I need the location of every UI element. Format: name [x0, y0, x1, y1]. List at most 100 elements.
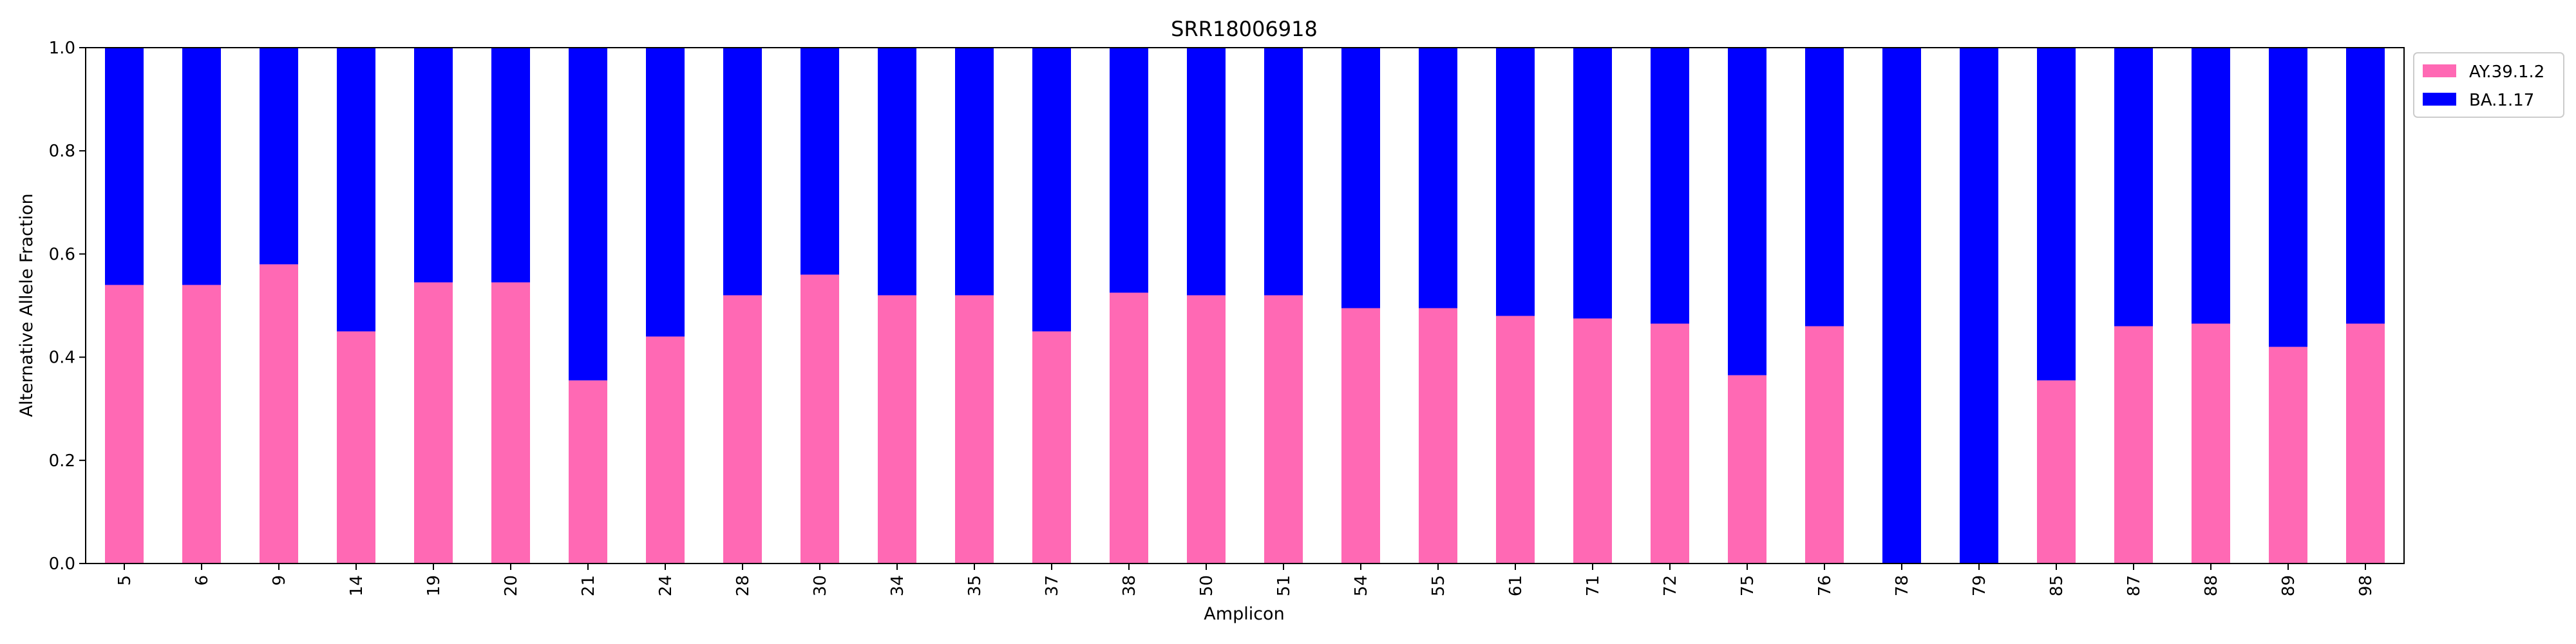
bar-ay-39-1-2-61 [1496, 316, 1535, 564]
x-tick-label: 89 [2279, 575, 2298, 596]
x-tick-label: 75 [1738, 575, 1757, 596]
bar-ay-39-1-2-98 [2346, 323, 2385, 564]
x-tick-label: 50 [1197, 575, 1217, 596]
bar-ba-1-17-30 [800, 48, 839, 275]
bar-ay-39-1-2-20 [491, 282, 530, 564]
bar-ay-39-1-2-87 [2114, 326, 2153, 564]
bar-ay-39-1-2-19 [414, 282, 453, 564]
bar-ba-1-17-9 [260, 48, 298, 265]
x-tick-label: 5 [115, 575, 135, 586]
x-tick-label: 6 [193, 575, 212, 586]
x-tick-label: 20 [502, 575, 521, 596]
x-tick-label: 34 [888, 575, 907, 596]
bar-ba-1-17-85 [2037, 48, 2076, 381]
bar-ba-1-17-55 [1419, 48, 1457, 308]
bar-ba-1-17-71 [1573, 48, 1612, 319]
bar-ay-39-1-2-24 [646, 336, 685, 564]
legend-label-ay-39-1-2: AY.39.1.2 [2469, 62, 2544, 82]
y-tick-label: 0.2 [49, 451, 75, 471]
x-tick-label: 21 [579, 575, 598, 596]
bar-ba-1-17-24 [646, 48, 685, 337]
bar-ay-39-1-2-5 [105, 285, 144, 564]
x-tick-label: 30 [811, 575, 830, 596]
x-tick-label: 19 [424, 575, 444, 596]
bar-ay-39-1-2-85 [2037, 380, 2076, 564]
bar-ba-1-17-61 [1496, 48, 1535, 316]
bar-ay-39-1-2-76 [1805, 326, 1844, 564]
bar-ay-39-1-2-37 [1032, 331, 1071, 564]
x-axis: 5 6 9 14 19 20 21 24 28 30 34 35 37 38 50 51 54 55 61 71 72 7… [115, 564, 2376, 596]
bar-ba-1-17-54 [1341, 48, 1380, 308]
x-tick-label: 38 [1120, 575, 1139, 596]
bar-ay-39-1-2-21 [569, 380, 607, 564]
bar-ay-39-1-2-9 [260, 264, 298, 564]
bar-ay-39-1-2-28 [723, 295, 762, 564]
bar-ba-1-17-21 [569, 48, 607, 381]
bar-ba-1-17-79 [1960, 48, 1998, 564]
x-tick-label: 71 [1584, 575, 1603, 596]
x-tick-label: 35 [965, 575, 985, 596]
y-axis: 0.0 0.2 0.4 0.6 0.8 1.0 [49, 39, 86, 574]
x-tick-label: 55 [1429, 575, 1448, 596]
bar-ba-1-17-34 [878, 48, 916, 296]
bar-ay-39-1-2-75 [1728, 375, 1766, 564]
bar-ba-1-17-5 [105, 48, 144, 285]
bar-ba-1-17-72 [1651, 48, 1689, 324]
x-tick-label: 61 [1506, 575, 1526, 596]
bar-ay-39-1-2-34 [878, 295, 916, 564]
chart-title: SRR18006918 [1171, 17, 1318, 41]
y-tick-label: 0.0 [49, 554, 75, 574]
x-tick-label: 98 [2356, 575, 2376, 596]
bar-ba-1-17-19 [414, 48, 453, 283]
x-tick-label: 72 [1661, 575, 1680, 596]
x-tick-label: 9 [270, 575, 289, 586]
legend-swatch-ay-39-1-2 [2423, 64, 2456, 77]
bar-ba-1-17-14 [337, 48, 375, 332]
bar-ay-39-1-2-30 [800, 274, 839, 564]
bar-ba-1-17-20 [491, 48, 530, 283]
x-tick-label: 54 [1352, 575, 1371, 596]
y-tick-label: 0.8 [49, 142, 75, 161]
bar-ba-1-17-76 [1805, 48, 1844, 327]
x-tick-label: 37 [1043, 575, 1062, 596]
bar-ay-39-1-2-54 [1341, 308, 1380, 564]
x-tick-label: 76 [1815, 575, 1835, 596]
bar-ay-39-1-2-6 [182, 285, 221, 564]
bar-ay-39-1-2-14 [337, 331, 375, 564]
bar-ay-39-1-2-72 [1651, 323, 1689, 564]
legend-label-ba-1-17: BA.1.17 [2469, 91, 2534, 110]
x-tick-label: 78 [1893, 575, 1912, 596]
legend-swatch-ba-1-17 [2423, 93, 2456, 106]
x-tick-label: 87 [2125, 575, 2144, 596]
bar-ba-1-17-78 [1882, 48, 1921, 564]
x-tick-label: 24 [656, 575, 676, 596]
bar-ba-1-17-89 [2269, 48, 2307, 347]
bar-ay-39-1-2-38 [1110, 292, 1148, 564]
bar-ba-1-17-88 [2192, 48, 2230, 324]
bar-ba-1-17-37 [1032, 48, 1071, 332]
bar-ba-1-17-38 [1110, 48, 1148, 293]
bar-ay-39-1-2-50 [1187, 295, 1226, 564]
x-tick-label: 88 [2202, 575, 2221, 596]
bar-ay-39-1-2-51 [1264, 295, 1303, 564]
bar-ba-1-17-35 [955, 48, 994, 296]
y-tick-label: 0.4 [49, 348, 75, 368]
bar-ba-1-17-50 [1187, 48, 1226, 296]
bar-ba-1-17-6 [182, 48, 221, 285]
y-tick-label: 0.6 [49, 245, 75, 264]
bar-ay-39-1-2-89 [2269, 346, 2307, 564]
bar-ba-1-17-98 [2346, 48, 2385, 324]
x-tick-label: 14 [347, 575, 366, 596]
x-tick-label: 85 [2047, 575, 2067, 596]
plot-frame [85, 47, 2405, 564]
bar-ba-1-17-87 [2114, 48, 2153, 327]
y-axis-label: Alternative Allele Fraction [17, 193, 37, 417]
x-tick-label: 28 [734, 575, 753, 596]
bar-ay-39-1-2-55 [1419, 308, 1457, 564]
bar-ba-1-17-28 [723, 48, 762, 296]
bar-ay-39-1-2-88 [2192, 323, 2230, 564]
y-tick-label: 1.0 [49, 39, 75, 58]
bar-ay-39-1-2-35 [955, 295, 994, 564]
x-tick-label: 79 [1970, 575, 1989, 596]
